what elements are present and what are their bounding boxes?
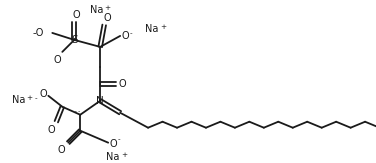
Text: S: S xyxy=(71,35,77,45)
Text: O: O xyxy=(103,13,111,23)
Text: O: O xyxy=(39,89,47,99)
Text: Na: Na xyxy=(12,95,25,105)
Text: O: O xyxy=(118,79,126,89)
Text: -: - xyxy=(130,30,132,36)
Text: Na: Na xyxy=(106,152,120,162)
Text: O: O xyxy=(47,125,55,135)
Text: +: + xyxy=(104,5,110,11)
Text: O: O xyxy=(53,55,61,65)
Text: O: O xyxy=(109,139,117,149)
Text: +: + xyxy=(160,24,166,30)
Text: -: - xyxy=(118,137,120,143)
Text: N: N xyxy=(96,96,104,106)
Text: O: O xyxy=(73,10,80,20)
Text: +: + xyxy=(26,95,32,101)
Text: Na: Na xyxy=(146,24,159,34)
Text: Na: Na xyxy=(89,5,103,15)
Text: -: - xyxy=(35,95,38,101)
Text: O: O xyxy=(121,31,129,41)
Text: -O: -O xyxy=(33,28,44,38)
Text: O: O xyxy=(58,145,65,155)
Text: +: + xyxy=(121,152,127,158)
Text: ···: ··· xyxy=(71,107,81,117)
